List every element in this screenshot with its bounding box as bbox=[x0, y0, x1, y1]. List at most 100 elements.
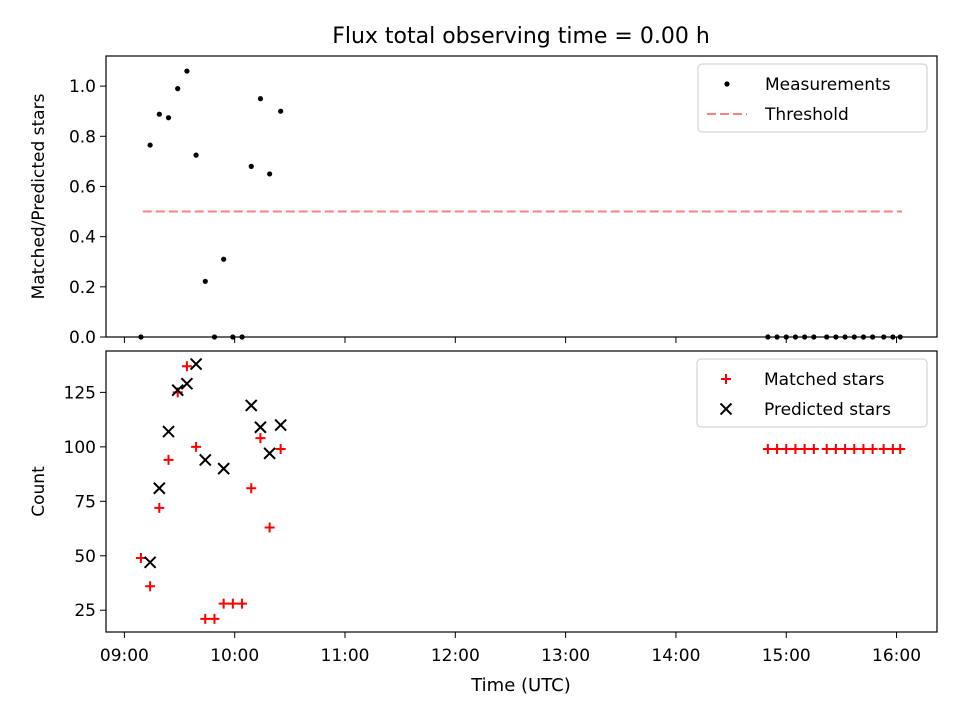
data-point bbox=[781, 444, 792, 455]
y-tick-label: 125 bbox=[64, 383, 96, 403]
y-tick-label: 0.6 bbox=[69, 177, 96, 197]
data-point bbox=[255, 433, 266, 444]
data-point bbox=[211, 334, 218, 340]
data-point bbox=[860, 334, 867, 340]
legend-marker bbox=[724, 81, 730, 87]
data-point bbox=[890, 334, 896, 340]
data-point bbox=[145, 581, 156, 592]
y-tick-label: 25 bbox=[74, 601, 96, 621]
data-point bbox=[163, 454, 174, 465]
data-point bbox=[181, 361, 192, 372]
data-point bbox=[881, 334, 887, 340]
x-tick-label: 12:00 bbox=[431, 646, 480, 666]
legend-label: Predicted stars bbox=[764, 400, 891, 420]
data-point bbox=[267, 171, 273, 177]
data-point bbox=[765, 334, 771, 340]
data-point bbox=[878, 444, 889, 455]
data-point bbox=[189, 357, 203, 371]
data-point bbox=[175, 86, 181, 92]
data-point bbox=[790, 444, 801, 455]
data-point bbox=[257, 96, 264, 102]
data-point bbox=[897, 334, 903, 340]
legend-box bbox=[697, 63, 928, 133]
data-point bbox=[230, 334, 236, 340]
y-tick-label: 100 bbox=[64, 438, 96, 458]
data-point bbox=[180, 377, 194, 390]
legend-marker bbox=[719, 402, 733, 416]
data-point bbox=[138, 334, 144, 340]
data-point bbox=[858, 444, 869, 455]
chart-title: Flux total observing time = 0.00 h bbox=[332, 24, 710, 49]
plot-frame bbox=[105, 350, 938, 633]
data-point bbox=[762, 444, 773, 455]
y-tick-label: 1.0 bbox=[69, 77, 96, 97]
data-point bbox=[808, 444, 819, 455]
x-tick-label: 16:00 bbox=[872, 646, 921, 666]
data-point bbox=[245, 399, 258, 412]
data-point bbox=[165, 115, 172, 121]
data-point bbox=[799, 444, 810, 455]
data-point bbox=[263, 447, 276, 460]
top-plot-area: 0.0 0.2 0.4 0.6 0.8 1.0 Matched/Predicted star… bbox=[29, 55, 938, 348]
y-tick-label: 75 bbox=[74, 492, 96, 512]
data-point bbox=[135, 552, 146, 563]
data-point bbox=[811, 334, 817, 340]
data-point bbox=[209, 613, 220, 624]
data-point bbox=[143, 556, 157, 569]
data-point bbox=[783, 334, 789, 340]
data-point bbox=[851, 334, 857, 340]
data-point bbox=[191, 441, 202, 452]
data-point bbox=[264, 522, 275, 533]
y-axis-label: Matched/Predicted stars bbox=[29, 93, 49, 299]
legend-label: Threshold bbox=[764, 105, 849, 125]
data-point bbox=[867, 444, 878, 455]
data-point bbox=[218, 598, 229, 609]
data-point bbox=[246, 483, 257, 494]
data-point bbox=[193, 152, 199, 158]
x-tick-label: 14:00 bbox=[651, 646, 700, 666]
legend-label: Measurements bbox=[765, 75, 891, 95]
legend-box bbox=[696, 358, 928, 428]
data-point bbox=[171, 384, 184, 397]
data-point bbox=[802, 334, 808, 340]
data-point bbox=[774, 334, 780, 340]
y-tick-label: 0.8 bbox=[69, 127, 96, 147]
legend: Measurements Threshold bbox=[697, 63, 928, 133]
legend: Matched stars Predicted stars bbox=[696, 358, 928, 428]
data-point bbox=[154, 502, 165, 513]
data-point bbox=[824, 334, 830, 340]
y-tick-label: 0.4 bbox=[69, 228, 96, 248]
data-point bbox=[830, 444, 841, 455]
data-point bbox=[254, 421, 267, 434]
data-point bbox=[840, 444, 851, 455]
x-tick-label: 09:00 bbox=[100, 646, 149, 666]
data-point bbox=[200, 613, 211, 624]
data-point bbox=[239, 334, 245, 340]
data-point bbox=[772, 444, 783, 455]
x-tick-label: 13:00 bbox=[541, 646, 590, 666]
data-point bbox=[833, 334, 839, 340]
data-point bbox=[842, 334, 848, 340]
data-point bbox=[147, 142, 153, 148]
legend-marker bbox=[721, 374, 731, 384]
bottom-plot-area: 25 50 75 100 125 09:00 10:00 11:00 12:00 13:00 14:… bbox=[29, 350, 938, 666]
data-point bbox=[248, 163, 254, 169]
y-axis-label: Count bbox=[29, 466, 49, 517]
y-tick-label: 50 bbox=[74, 547, 96, 567]
data-point bbox=[275, 444, 286, 455]
data-point bbox=[821, 444, 832, 455]
data-point bbox=[870, 334, 876, 340]
x-tick-label: 10:00 bbox=[210, 646, 259, 666]
data-point bbox=[278, 108, 284, 114]
data-point bbox=[153, 482, 166, 495]
data-point bbox=[895, 444, 906, 455]
x-tick-label: 11:00 bbox=[321, 646, 370, 666]
data-point bbox=[184, 68, 190, 74]
data-point bbox=[221, 256, 227, 262]
data-point bbox=[156, 111, 162, 117]
y-tick-label: 0.2 bbox=[69, 278, 96, 298]
data-point bbox=[792, 334, 799, 340]
x-tick-label: 15:00 bbox=[762, 646, 811, 666]
data-point bbox=[237, 598, 248, 609]
data-point bbox=[227, 598, 238, 609]
